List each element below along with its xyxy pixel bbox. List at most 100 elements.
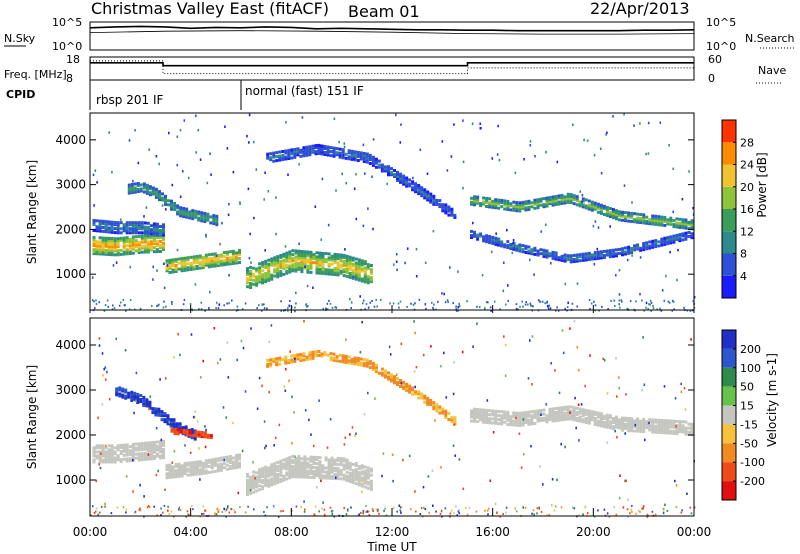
heatmap-cell — [125, 238, 129, 242]
heatmap-cell — [318, 472, 322, 476]
heatmap-cell — [444, 413, 448, 417]
heatmap-cell — [383, 169, 387, 173]
near-range-echo — [392, 506, 395, 509]
heatmap-cell — [515, 248, 519, 252]
heatmap-cell — [157, 411, 161, 415]
heatmap-cell — [687, 230, 691, 234]
heatmap-cell — [669, 218, 673, 222]
scatter-echo — [270, 324, 273, 327]
near-range-echo — [303, 510, 306, 513]
heatmap-cell — [152, 450, 156, 454]
heatmap-cell — [131, 221, 135, 225]
scatter-echo — [419, 148, 422, 152]
heatmap-cell — [353, 362, 357, 366]
heatmap-cell — [249, 284, 253, 287]
heatmap-cell — [417, 188, 421, 192]
heatmap-cell — [512, 419, 516, 423]
heatmap-cell — [354, 269, 358, 273]
heatmap-cell — [110, 220, 114, 224]
heatmap-cell — [624, 418, 627, 422]
heatmap-cell — [297, 475, 301, 479]
near-range-echo — [295, 505, 298, 508]
scatter-echo — [594, 220, 597, 223]
scatter-echo — [135, 371, 138, 375]
heatmap-cell — [365, 358, 369, 362]
heatmap-cell — [518, 417, 522, 421]
heatmap-cell — [267, 484, 271, 488]
heatmap-cell — [476, 201, 480, 205]
heatmap-cell — [231, 253, 235, 257]
heatmap-cell — [396, 383, 399, 387]
scatter-echo — [125, 309, 127, 312]
near-range-echo — [560, 506, 563, 509]
scatter-echo — [659, 121, 662, 124]
heatmap-cell — [357, 268, 361, 272]
heatmap-cell — [512, 241, 516, 245]
heatmap-cell — [172, 420, 176, 424]
near-range-echo — [486, 509, 489, 512]
heatmap-cell — [200, 435, 204, 439]
heatmap-cell — [284, 361, 288, 365]
heatmap-cell — [542, 254, 546, 258]
scatter-echo — [523, 158, 525, 161]
heatmap-cell — [342, 256, 346, 259]
heatmap-cell — [666, 429, 670, 433]
heatmap-cell — [566, 200, 570, 204]
heatmap-cell — [393, 379, 396, 383]
scatter-echo — [618, 386, 620, 390]
heatmap-cell — [235, 261, 238, 265]
heatmap-cell — [209, 221, 213, 225]
heatmap-cell — [482, 420, 486, 424]
heatmap-cell — [189, 465, 193, 469]
heatmap-cell — [172, 422, 176, 426]
heatmap-cell — [618, 247, 621, 251]
heatmap-cell — [660, 421, 664, 424]
scatter-echo — [497, 124, 499, 128]
heatmap-cell — [297, 471, 301, 475]
heatmap-cell — [246, 269, 249, 273]
heatmap-cell — [270, 471, 274, 475]
scatter-echo — [166, 264, 169, 267]
near-range-echo — [522, 305, 524, 308]
heatmap-cell — [183, 470, 187, 473]
heatmap-cell — [414, 182, 418, 186]
heatmap-cell — [590, 202, 594, 206]
range-tick-label: 4000 — [55, 133, 86, 147]
scatter-echo — [204, 445, 207, 449]
heatmap-cell — [675, 419, 679, 423]
heatmap-cell — [162, 231, 165, 235]
heatmap-cell — [411, 180, 415, 184]
heatmap-cell — [636, 425, 640, 429]
scatter-echo — [472, 221, 474, 225]
heatmap-cell — [648, 426, 652, 430]
heatmap-cell — [284, 355, 288, 359]
heatmap-cell — [186, 463, 190, 467]
heatmap-cell — [336, 253, 340, 257]
heatmap-cell — [195, 460, 199, 464]
heatmap-cell — [630, 251, 634, 254]
heatmap-cell — [185, 209, 189, 213]
heatmap-cell — [285, 269, 289, 273]
heatmap-cell — [569, 195, 573, 199]
heatmap-cell — [142, 400, 146, 403]
heatmap-cell — [216, 258, 220, 261]
scatter-echo — [663, 299, 666, 303]
heatmap-cell — [188, 212, 192, 216]
near-range-echo — [406, 305, 408, 308]
heatmap-cell — [267, 480, 271, 484]
heatmap-cell — [663, 220, 667, 223]
heatmap-cell — [566, 405, 570, 409]
heatmap-cell — [500, 416, 504, 420]
scatter-echo — [273, 444, 275, 447]
heatmap-cell — [151, 411, 155, 415]
heatmap-cell — [143, 451, 147, 455]
heatmap-cell — [336, 265, 340, 269]
heatmap-cell — [344, 356, 348, 360]
heatmap-cell — [557, 416, 561, 420]
scatter-echo — [440, 466, 442, 469]
heatmap-cell — [303, 250, 307, 254]
heatmap-cell — [642, 213, 646, 217]
scatter-echo — [512, 239, 515, 242]
heatmap-cell — [684, 220, 688, 224]
heatmap-cell — [396, 174, 399, 178]
